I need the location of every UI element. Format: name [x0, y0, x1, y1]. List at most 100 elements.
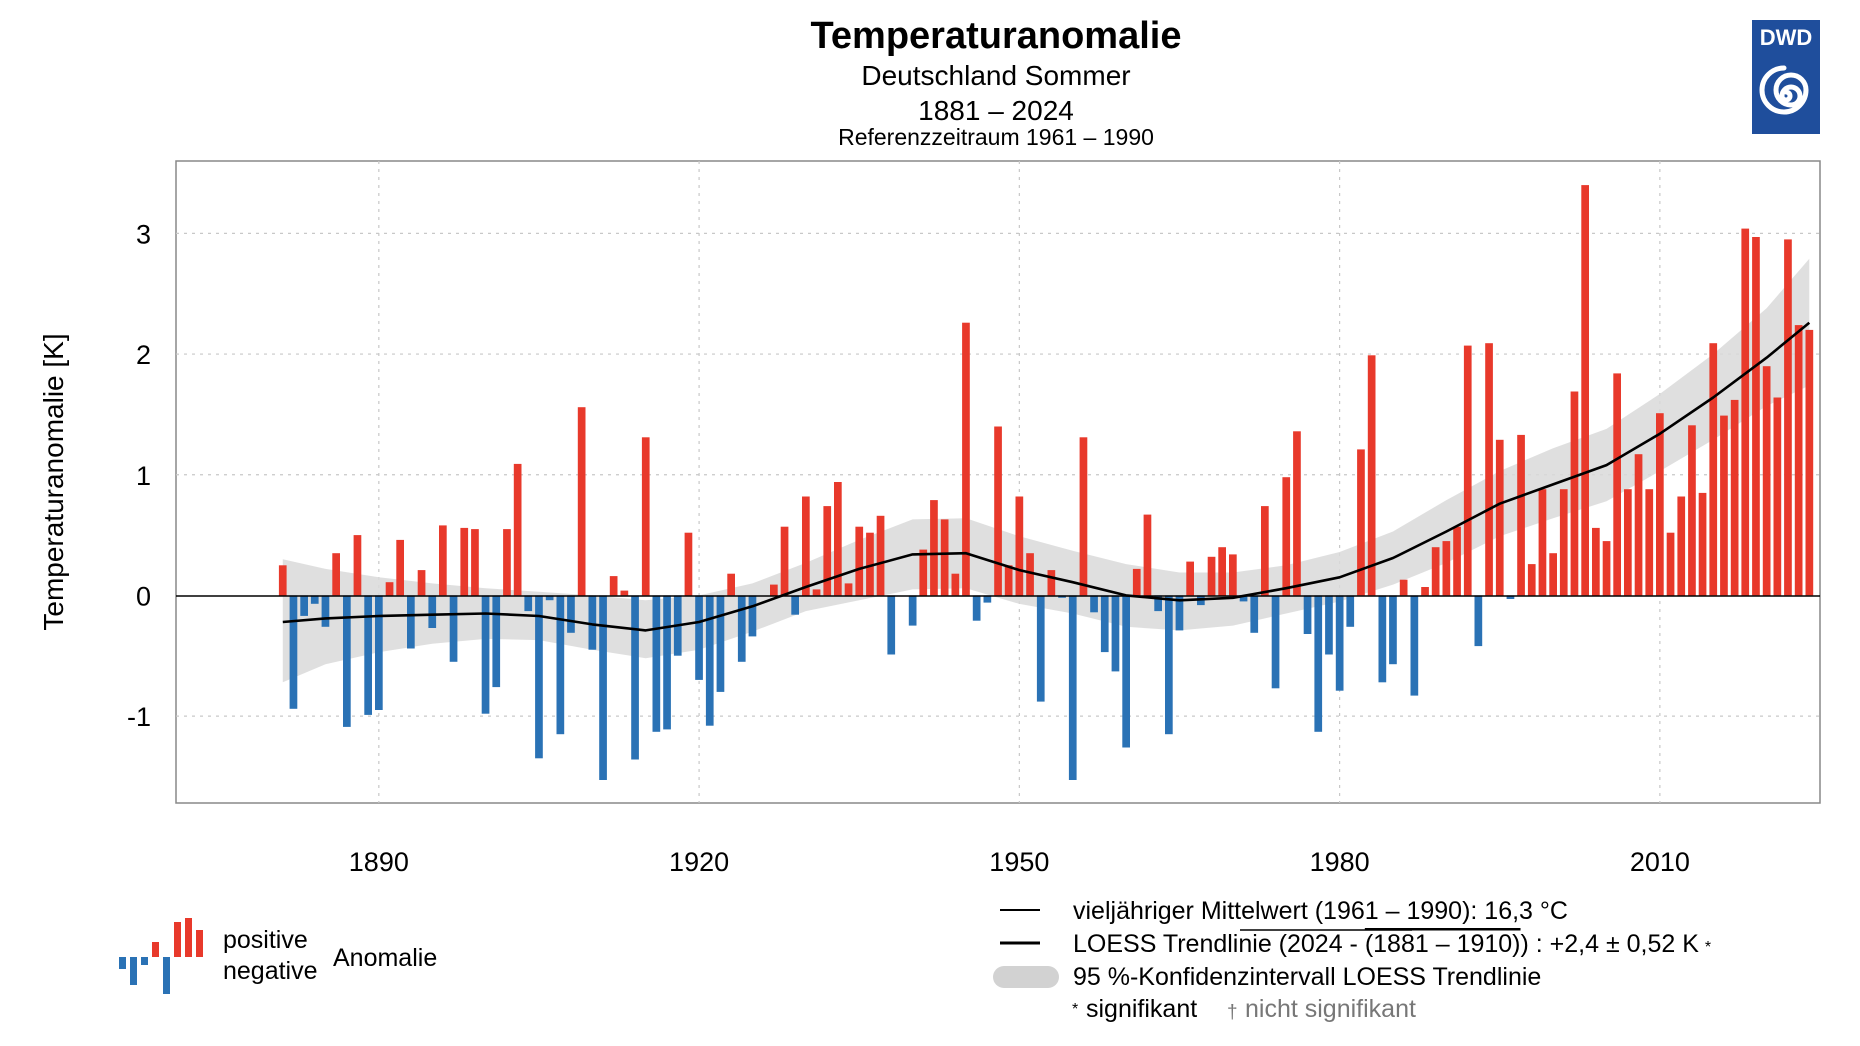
bar-1953: [1047, 570, 1056, 596]
bar-1938: [887, 595, 896, 655]
bar-1886: [332, 553, 340, 596]
bar-1947: [983, 595, 992, 603]
bar-1883: [300, 595, 308, 616]
bar-2003: [1581, 185, 1589, 596]
y-tick--1: -1: [127, 702, 151, 732]
confidence-band: [282, 258, 1810, 683]
bar-2006: [1613, 373, 1621, 596]
bar-2017: [1730, 399, 1739, 596]
bar-2023: [1794, 325, 1803, 596]
bar-1997: [1517, 434, 1525, 596]
bar-1923: [727, 573, 735, 596]
bar-1984: [1378, 595, 1387, 683]
anomaly-legend-icon: [119, 918, 203, 994]
bar-2015: [1709, 343, 1718, 596]
bar-2009: [1645, 489, 1654, 596]
bar-1946: [972, 595, 981, 621]
bar-1992: [1463, 345, 1472, 596]
legend-significant: signifikant: [1086, 995, 1197, 1023]
bar-1900: [481, 595, 490, 714]
bar-1986: [1399, 579, 1408, 596]
bar-1950: [1015, 496, 1024, 596]
bar-1944: [951, 573, 960, 596]
x-tick-1890: 1890: [349, 847, 409, 877]
bar-1941: [919, 549, 928, 596]
chart-subtitle: Deutschland Sommer: [861, 60, 1130, 91]
bar-1998: [1527, 564, 1536, 596]
bar-1995: [1495, 439, 1504, 596]
bar-2024: [1805, 329, 1814, 596]
legend-dagger: †: [1227, 1002, 1238, 1023]
bar-1898: [460, 527, 469, 596]
x-tick-1920: 1920: [669, 847, 729, 877]
bar-2010: [1656, 413, 1664, 596]
bar-1908: [567, 595, 575, 633]
y-tick-3: 3: [136, 219, 151, 249]
bar-2014: [1698, 492, 1707, 596]
bar-1890: [375, 595, 383, 710]
bar-2000: [1549, 553, 1557, 596]
bar-1933: [834, 482, 842, 596]
bar-1942: [930, 500, 938, 596]
bar-1974: [1271, 595, 1280, 689]
bar-1959: [1111, 595, 1120, 672]
loess-trend-line: [282, 321, 1811, 632]
bar-2002: [1570, 391, 1579, 596]
bar-1916: [652, 595, 661, 732]
bar-1919: [684, 532, 693, 596]
bar-1893: [407, 595, 415, 649]
bar-1979: [1325, 595, 1333, 655]
axis-labels: 1890 1920 1950 1980 2010 -1 0 1 2 3: [127, 219, 1690, 877]
legend-sig-star: *: [1072, 1001, 1078, 1018]
bar-1989: [1431, 547, 1440, 596]
bar-1931: [812, 589, 821, 596]
bar-1969: [1218, 547, 1226, 596]
bar-1940: [908, 595, 917, 626]
bar-1912: [609, 576, 618, 596]
bar-1901: [492, 595, 501, 688]
bar-1999: [1538, 489, 1547, 596]
bar-1982: [1357, 449, 1365, 596]
bar-2012: [1677, 496, 1686, 596]
trend-legend: vieljähriger Mittelwert (1961 – 1990): 1…: [993, 897, 1711, 1023]
bar-1928: [780, 526, 789, 596]
bar-1899: [471, 529, 479, 596]
bar-2019: [1752, 237, 1760, 596]
bar-1885: [321, 595, 330, 627]
bar-1891: [385, 582, 394, 596]
chart-reference: Referenzzeitraum 1961 – 1990: [838, 124, 1154, 150]
bar-1887: [343, 595, 351, 727]
bar-1906: [545, 595, 554, 601]
bar-1960: [1122, 595, 1130, 748]
bar-1902: [503, 529, 511, 596]
legend-negative: negative: [223, 957, 318, 985]
bar-1896: [439, 525, 447, 596]
y-tick-0: 0: [136, 581, 151, 611]
chart-title: Temperaturanomalie: [811, 15, 1182, 57]
bar-2021: [1773, 397, 1782, 596]
bar-2018: [1741, 228, 1750, 596]
bar-1924: [737, 595, 746, 662]
bar-1945: [962, 322, 970, 596]
bar-1884: [310, 595, 319, 604]
bar-1894: [417, 570, 426, 596]
bar-1889: [364, 595, 372, 715]
bar-2011: [1666, 532, 1675, 596]
bar-1905: [535, 595, 543, 759]
legend-mean: vieljähriger Mittelwert (1961 – 1990): 1…: [1073, 897, 1568, 925]
bar-1993: [1474, 595, 1483, 647]
legend-not-significant: nicht signifikant: [1245, 995, 1416, 1023]
bar-1909: [577, 407, 586, 596]
x-tick-2010: 2010: [1630, 847, 1690, 877]
legend-positive: positive: [223, 926, 308, 954]
bar-1962: [1143, 514, 1152, 596]
bar-1951: [1026, 553, 1034, 596]
bar-1965: [1175, 595, 1184, 631]
bar-1966: [1186, 561, 1194, 596]
ci-band-swatch: [993, 966, 1059, 988]
bar-2005: [1602, 541, 1611, 596]
legend-anomalie: Anomalie: [333, 944, 437, 972]
confidence-band-layer: [282, 258, 1810, 683]
bar-1978: [1314, 595, 1323, 732]
bar-1968: [1207, 556, 1216, 596]
